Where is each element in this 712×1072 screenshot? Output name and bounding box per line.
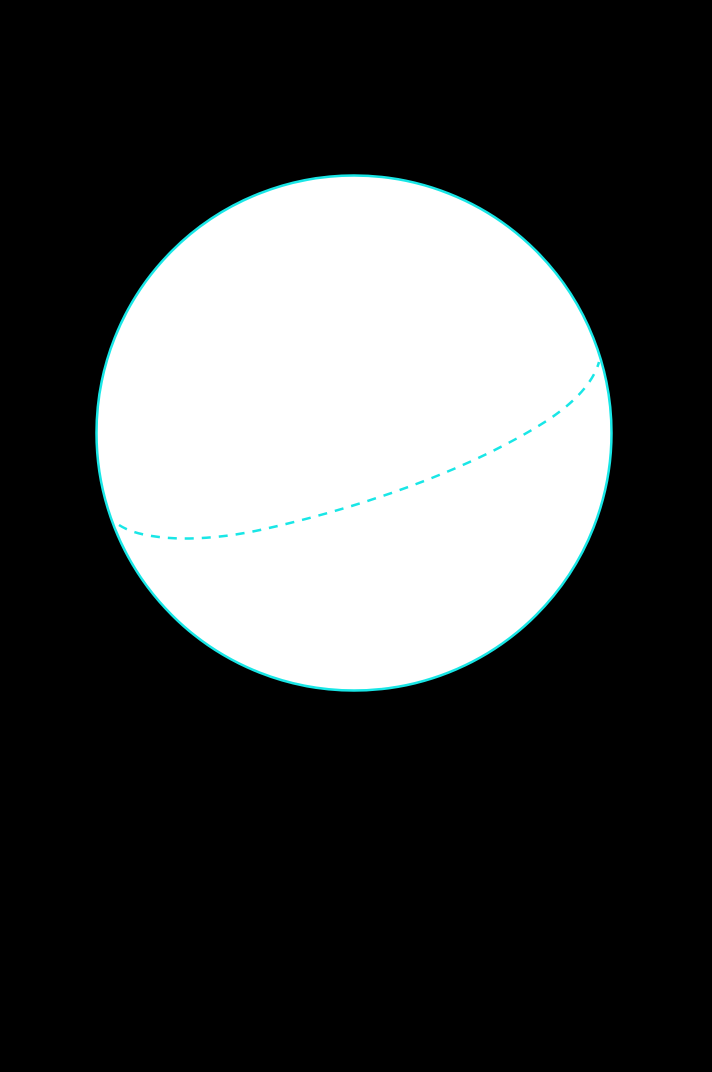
equator-dashed-curve bbox=[118, 361, 601, 540]
sphere-outline bbox=[95, 174, 613, 692]
